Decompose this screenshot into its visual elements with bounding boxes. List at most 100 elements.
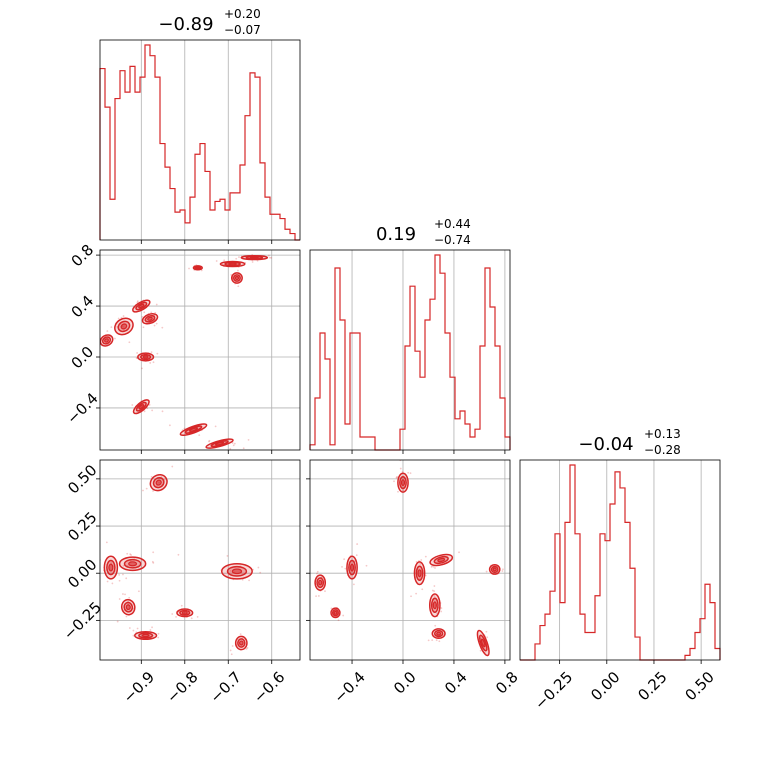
sample-point xyxy=(415,592,418,595)
contour-inner xyxy=(349,563,355,572)
sample-point xyxy=(409,472,412,475)
sample-point xyxy=(149,362,152,364)
sample-point xyxy=(114,337,116,340)
contour-inner xyxy=(128,561,138,567)
contour-inner xyxy=(155,479,162,486)
sample-point xyxy=(393,480,395,483)
contour-layer xyxy=(100,465,262,656)
sample-point xyxy=(251,261,254,263)
title-minus: −0.28 xyxy=(644,443,681,457)
contour-inner xyxy=(142,355,149,359)
sample-point xyxy=(196,616,199,618)
sample-point xyxy=(343,558,346,561)
title-minus: −0.07 xyxy=(224,23,261,37)
sample-point xyxy=(175,615,177,618)
sample-point xyxy=(152,361,155,364)
sample-point xyxy=(458,551,460,554)
sample-point xyxy=(431,589,434,592)
contour-inner xyxy=(432,601,437,610)
sample-point xyxy=(247,438,250,441)
sample-point xyxy=(355,554,358,557)
x-tick-label: 0.00 xyxy=(587,668,623,704)
axes-frame xyxy=(99,249,301,451)
sample-point xyxy=(157,636,160,639)
sample-point xyxy=(171,613,174,615)
y-tick-label: −0.25 xyxy=(60,598,105,643)
sample-point xyxy=(171,465,174,468)
sample-point xyxy=(188,267,190,270)
histogram-step xyxy=(309,254,511,451)
sample-point xyxy=(485,570,488,573)
sample-point xyxy=(430,566,433,568)
sample-point xyxy=(124,593,126,596)
contour-inner xyxy=(231,568,243,575)
sample-point xyxy=(155,322,158,325)
sample-point xyxy=(226,555,229,557)
sample-point xyxy=(229,570,232,572)
x-tick-label: −0.6 xyxy=(250,668,288,706)
sample-point xyxy=(434,624,437,627)
contour-inner xyxy=(188,427,199,432)
sample-point xyxy=(230,273,233,276)
sample-point xyxy=(141,367,143,370)
title-plus: +0.44 xyxy=(434,217,471,231)
sample-point xyxy=(402,489,405,492)
sample-point xyxy=(116,620,119,623)
sample-point xyxy=(315,595,317,598)
sample-point xyxy=(136,352,139,354)
sample-point xyxy=(128,341,131,344)
contour-inner xyxy=(239,640,244,646)
x-tick-label: −0.25 xyxy=(531,668,576,713)
sample-point xyxy=(433,585,436,587)
sample-point xyxy=(419,562,422,565)
contour-inner xyxy=(249,256,259,259)
sample-point xyxy=(440,610,443,613)
sample-point xyxy=(352,583,355,586)
sample-point xyxy=(132,634,135,637)
y-tick-label: 0.8 xyxy=(68,241,98,271)
axes-frame xyxy=(99,459,301,661)
sample-point xyxy=(434,567,436,569)
sample-point xyxy=(129,553,132,556)
sample-point xyxy=(180,604,183,607)
sample-point xyxy=(237,285,240,288)
sample-point xyxy=(148,403,151,406)
sample-point xyxy=(198,434,201,437)
sample-point xyxy=(421,588,424,591)
sample-point xyxy=(122,564,125,567)
sample-point xyxy=(268,256,271,259)
contour-inner xyxy=(108,563,114,572)
sample-point xyxy=(232,444,235,447)
sample-point xyxy=(365,564,368,567)
contour-inner xyxy=(318,579,323,586)
sample-point xyxy=(245,648,248,650)
histogram-panel-0: −0.89 +0.20 −0.07 xyxy=(99,7,301,244)
sample-point xyxy=(208,439,211,442)
sample-point xyxy=(151,409,154,412)
sample-point xyxy=(118,598,121,600)
sample-point xyxy=(142,489,144,492)
contour-inner xyxy=(234,275,240,281)
sample-point xyxy=(110,326,113,329)
sample-point xyxy=(128,627,131,629)
sample-point xyxy=(356,543,359,545)
sample-point xyxy=(238,256,240,258)
y-tick-label: 0.25 xyxy=(64,508,100,544)
contour-inner xyxy=(400,479,406,487)
contour-inner xyxy=(125,604,131,611)
sample-point xyxy=(433,590,436,592)
sample-point xyxy=(341,565,343,568)
sample-point xyxy=(177,553,180,556)
sample-point xyxy=(136,627,139,630)
contour-layer xyxy=(314,460,504,657)
contour-inner xyxy=(195,266,200,270)
sample-point xyxy=(433,595,436,597)
sample-point xyxy=(161,410,164,413)
sample-point xyxy=(131,404,134,406)
sample-point xyxy=(256,259,259,262)
sample-point xyxy=(155,303,158,306)
sample-point xyxy=(150,475,153,478)
x-tick-label: −0.9 xyxy=(120,668,158,706)
contour-panel-1-2: −0.4 0.0 0.4 0.8 xyxy=(306,459,522,707)
